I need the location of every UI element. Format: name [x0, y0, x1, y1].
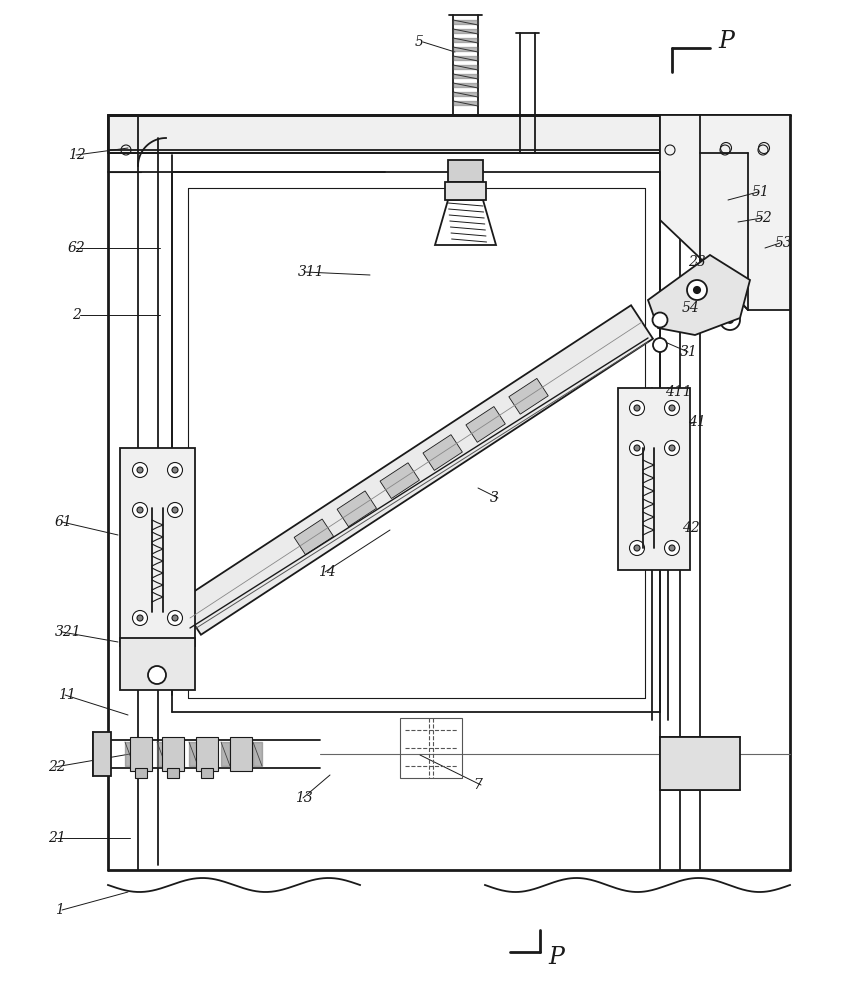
Bar [230, 737, 252, 771]
Circle shape [167, 502, 183, 518]
Circle shape [653, 338, 667, 352]
Bar [445, 182, 486, 200]
Bar [400, 718, 462, 778]
Bar [120, 448, 195, 646]
Text: 42: 42 [682, 521, 700, 535]
Polygon shape [435, 200, 496, 245]
Text: P: P [718, 30, 734, 53]
Bar [167, 768, 179, 778]
Text: 5: 5 [415, 35, 424, 49]
Circle shape [692, 272, 718, 298]
Text: 12: 12 [68, 148, 86, 162]
Circle shape [133, 610, 148, 626]
Bar [448, 160, 483, 182]
Circle shape [665, 400, 679, 416]
Text: 311: 311 [298, 265, 325, 279]
Text: 22: 22 [48, 760, 65, 774]
Circle shape [694, 286, 700, 294]
Circle shape [172, 467, 178, 473]
Circle shape [669, 545, 675, 551]
Circle shape [630, 400, 644, 416]
Circle shape [630, 440, 644, 456]
Circle shape [630, 540, 644, 556]
Polygon shape [423, 435, 462, 470]
Text: 411: 411 [665, 385, 692, 399]
Text: 62: 62 [68, 241, 86, 255]
Circle shape [727, 317, 733, 323]
Circle shape [148, 666, 166, 684]
Circle shape [634, 545, 640, 551]
Circle shape [669, 405, 675, 411]
Polygon shape [466, 407, 505, 442]
Text: 7: 7 [473, 778, 482, 792]
Circle shape [669, 445, 675, 451]
Text: 14: 14 [318, 565, 336, 579]
Polygon shape [294, 519, 333, 555]
Polygon shape [380, 463, 419, 499]
Circle shape [172, 507, 178, 513]
Text: 1: 1 [55, 903, 64, 917]
Circle shape [687, 280, 707, 300]
Bar [196, 737, 218, 771]
Text: 53: 53 [775, 236, 793, 250]
Circle shape [137, 615, 143, 621]
Circle shape [701, 281, 709, 289]
Text: P: P [548, 946, 564, 970]
Text: 31: 31 [680, 345, 698, 359]
Circle shape [172, 615, 178, 621]
Circle shape [133, 462, 148, 478]
Text: 54: 54 [682, 301, 700, 315]
Circle shape [665, 540, 679, 556]
Text: 13: 13 [295, 791, 313, 805]
Bar [130, 737, 152, 771]
Polygon shape [648, 255, 750, 335]
Bar [120, 638, 195, 690]
Text: 21: 21 [48, 831, 65, 845]
Text: 321: 321 [55, 625, 82, 639]
Text: 52: 52 [755, 211, 773, 225]
Polygon shape [179, 305, 653, 635]
Circle shape [634, 405, 640, 411]
Text: 3: 3 [490, 491, 499, 505]
Circle shape [653, 312, 667, 328]
Text: 51: 51 [752, 185, 770, 199]
Bar [618, 388, 690, 570]
Text: 41: 41 [688, 415, 706, 429]
Bar [135, 768, 147, 778]
Bar [108, 115, 790, 153]
Circle shape [137, 507, 143, 513]
Circle shape [137, 467, 143, 473]
Polygon shape [337, 491, 377, 527]
Circle shape [665, 440, 679, 456]
Text: 2: 2 [72, 308, 81, 322]
Text: 23: 23 [688, 255, 706, 269]
Circle shape [167, 462, 183, 478]
Bar [660, 737, 740, 790]
Circle shape [720, 310, 740, 330]
Circle shape [634, 445, 640, 451]
Circle shape [167, 610, 183, 626]
Bar [201, 768, 213, 778]
Circle shape [133, 502, 148, 518]
Bar [162, 737, 184, 771]
Polygon shape [509, 378, 548, 414]
Bar [93, 732, 111, 776]
Text: 61: 61 [55, 515, 73, 529]
Text: 11: 11 [58, 688, 76, 702]
Polygon shape [660, 115, 790, 310]
